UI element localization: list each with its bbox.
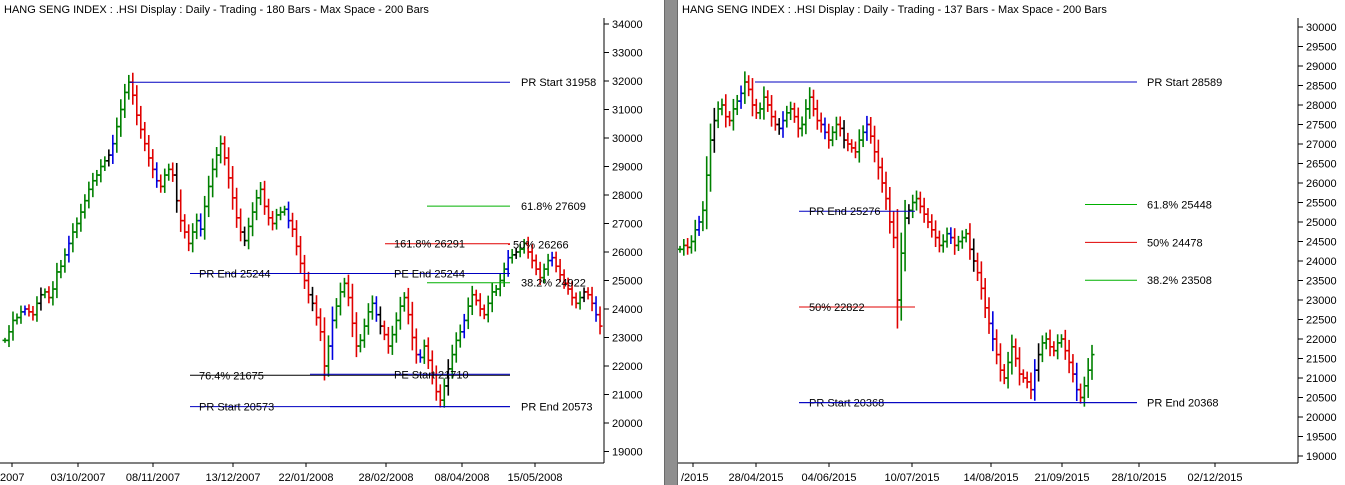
y-tick-label: 28500 <box>1306 81 1337 93</box>
level-label: 38.2% 24922 <box>521 278 586 290</box>
x-tick-label: 13/12/2007 <box>205 472 260 484</box>
y-tick-label: 27000 <box>612 219 643 231</box>
y-tick-label: 21500 <box>1306 354 1337 366</box>
y-tick-label: 25000 <box>612 276 643 288</box>
y-tick-label: 31000 <box>612 105 643 117</box>
left-y-ticks: 34000 33000 32000 31000 30000 29000 28000 27000… <box>604 19 643 459</box>
y-tick-label: 26000 <box>1306 178 1337 190</box>
x-tick-label: 22/01/2008 <box>278 472 333 484</box>
y-tick-label: 20000 <box>612 418 643 430</box>
right-chart-title: HANG SENG INDEX : .HSI Display : Daily -… <box>682 4 1107 16</box>
x-tick-label: 03/10/2007 <box>50 472 105 484</box>
level-label: PR End 20573 <box>521 402 593 414</box>
level-label: 76.4% 21675 <box>199 370 264 382</box>
x-tick-label: 28/02/2008 <box>358 472 413 484</box>
y-tick-label: 25000 <box>1306 217 1337 229</box>
level-label: PR Start 20368 <box>809 398 884 410</box>
panel-divider[interactable] <box>664 0 678 485</box>
x-tick-label: 04/06/2015 <box>801 472 856 484</box>
y-tick-label: 22500 <box>1306 315 1337 327</box>
y-tick-label: 30000 <box>1306 22 1337 34</box>
y-tick-label: 33000 <box>612 48 643 60</box>
price-bar <box>597 306 603 335</box>
level-label: 50% 24478 <box>1147 237 1203 249</box>
left-level-lines: PR Start 31958 61.8% 27609 161.8% 26291 50%… <box>130 77 596 414</box>
level-label: 61.8% 27609 <box>521 201 586 213</box>
y-tick-label: 24500 <box>1306 237 1337 249</box>
level-label: 50% 22822 <box>809 302 865 314</box>
y-tick-label: 19000 <box>612 447 643 459</box>
level-label: 50% 26266 <box>513 239 569 251</box>
level-label: PE End 25244 <box>394 269 465 281</box>
x-tick-label: 28/10/2015 <box>1111 472 1166 484</box>
y-tick-label: 26000 <box>612 247 643 259</box>
level-label: 38.2% 23508 <box>1147 275 1212 287</box>
left-price-bars <box>2 72 603 408</box>
level-label: PR Start 20573 <box>199 402 274 414</box>
y-tick-label: 30000 <box>612 133 643 145</box>
y-tick-label: 28000 <box>612 190 643 202</box>
y-tick-label: 22000 <box>1306 334 1337 346</box>
left-chart-panel: HANG SENG INDEX : .HSI Display : Daily -… <box>0 0 643 484</box>
x-tick-label: 2007 <box>0 472 24 484</box>
left-x-ticks: 2007 03/10/2007 08/11/2007 13/12/2007 22/01/… <box>0 463 563 484</box>
left-plot-background <box>0 0 604 463</box>
price-bar <box>1089 344 1095 380</box>
y-tick-label: 25500 <box>1306 198 1337 210</box>
y-tick-label: 19500 <box>1306 432 1337 444</box>
right-chart-panel: HANG SENG INDEX : .HSI Display : Daily -… <box>677 0 1337 484</box>
left-chart-title: HANG SENG INDEX : .HSI Display : Daily -… <box>4 4 429 16</box>
y-tick-label: 21000 <box>612 390 643 402</box>
right-y-ticks: 30000 29500 29000 28500 28000 27500 27000 26500… <box>1298 22 1337 463</box>
y-tick-label: 28000 <box>1306 100 1337 112</box>
y-tick-label: 22000 <box>612 361 643 373</box>
level-label: 61.8% 25448 <box>1147 200 1212 212</box>
y-tick-label: 20000 <box>1306 412 1337 424</box>
x-tick-label: 21/09/2015 <box>1034 472 1089 484</box>
y-tick-label: 29000 <box>612 162 643 174</box>
level-label: PR Start 31958 <box>521 77 596 89</box>
x-tick-label: 08/04/2008 <box>434 472 489 484</box>
level-label: PR End 25276 <box>809 206 881 218</box>
y-tick-label: 34000 <box>612 19 643 31</box>
right-x-ticks: /2015 28/04/2015 04/06/2015 10/07/2015 14/08… <box>681 463 1243 484</box>
level-label: PR Start 28589 <box>1147 77 1222 89</box>
y-tick-label: 29000 <box>1306 61 1337 73</box>
level-label: 161.8% 26291 <box>394 239 465 251</box>
y-tick-label: 27500 <box>1306 120 1337 132</box>
x-tick-label: 02/12/2015 <box>1187 472 1242 484</box>
y-tick-label: 23000 <box>612 333 643 345</box>
level-label: PR End 25244 <box>199 269 271 281</box>
y-tick-label: 27000 <box>1306 139 1337 151</box>
y-tick-label: 26500 <box>1306 159 1337 171</box>
y-tick-label: 23500 <box>1306 276 1337 288</box>
y-tick-label: 23000 <box>1306 295 1337 307</box>
y-tick-label: 32000 <box>612 76 643 88</box>
y-tick-label: 24000 <box>1306 256 1337 268</box>
right-price-bars <box>677 71 1095 407</box>
x-tick-label: 10/07/2015 <box>884 472 939 484</box>
x-tick-label: 28/04/2015 <box>728 472 783 484</box>
y-tick-label: 24000 <box>612 304 643 316</box>
y-tick-label: 20500 <box>1306 393 1337 405</box>
y-tick-label: 19000 <box>1306 451 1337 463</box>
y-tick-label: 21000 <box>1306 373 1337 385</box>
right-level-lines: PR Start 28589 PR End 25276 61.8% 25448 50%… <box>755 77 1222 410</box>
y-tick-label: 29500 <box>1306 42 1337 54</box>
x-tick-label: /2015 <box>681 472 709 484</box>
level-label: PE Start 21710 <box>394 369 469 381</box>
x-tick-label: 15/05/2008 <box>507 472 562 484</box>
right-plot-background <box>678 0 1298 463</box>
level-label: PR End 20368 <box>1147 398 1219 410</box>
x-tick-label: 08/11/2007 <box>126 472 180 484</box>
x-tick-label: 14/08/2015 <box>963 472 1018 484</box>
